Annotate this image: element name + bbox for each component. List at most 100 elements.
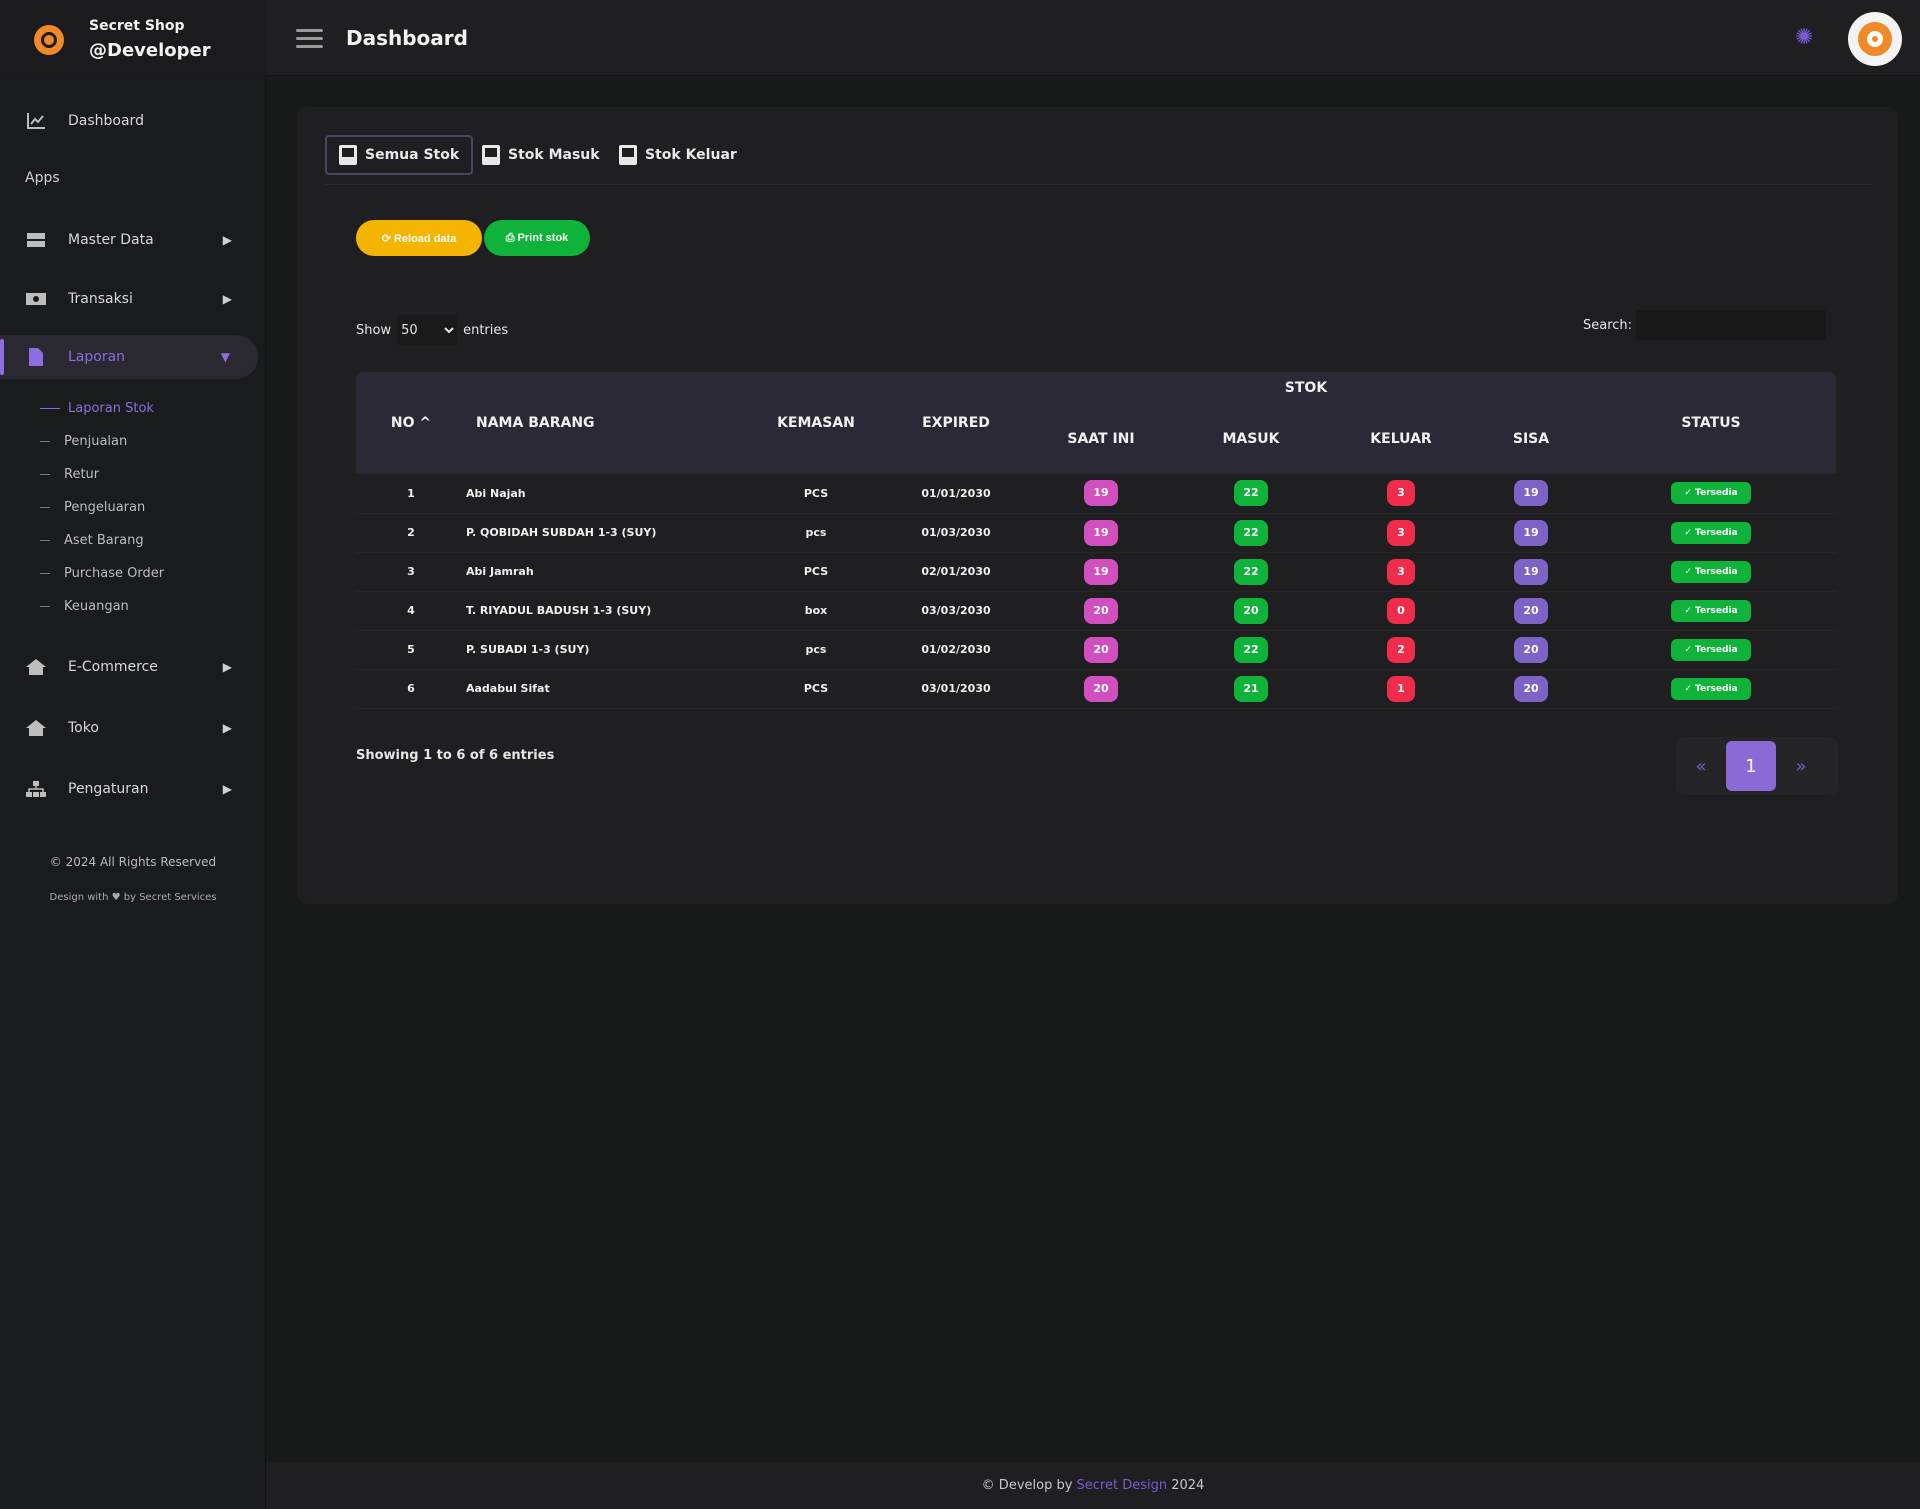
- footer-link[interactable]: Secret Design: [1076, 1478, 1168, 1493]
- badge-sisa: 19: [1514, 480, 1548, 507]
- cell-nama-barang: P. SUBADI 1-3 (SUY): [466, 630, 746, 670]
- print-stock-button[interactable]: ⎙ Print stok: [484, 220, 590, 256]
- sidebar-sub-penjualan[interactable]: Penjualan: [40, 434, 127, 449]
- sidebar-item-dashboard[interactable]: Dashboard: [0, 99, 260, 143]
- tab-stok-masuk[interactable]: Stok Masuk: [470, 135, 612, 175]
- cell-keluar: 3: [1326, 474, 1476, 514]
- sidebar-item-label: Dashboard: [68, 113, 144, 129]
- badge-saat-ini: 19: [1084, 558, 1118, 585]
- cell-nama-barang: Abi Jamrah: [466, 552, 746, 592]
- sidebar-item-ecommerce[interactable]: E-Commerce ▶: [0, 645, 260, 689]
- col-saat-ini[interactable]: SAAT INI: [1026, 404, 1176, 474]
- cell-expired: 02/01/2030: [886, 552, 1026, 592]
- book-icon: [339, 145, 357, 165]
- badge-masuk: 21: [1234, 675, 1268, 702]
- cell-masuk: 21: [1176, 669, 1326, 709]
- sidebar-sub-retur[interactable]: Retur: [40, 467, 99, 482]
- footer: © Develop by Secret Design 2024: [266, 1462, 1920, 1509]
- menu-toggle-icon[interactable]: [296, 29, 323, 48]
- badge-sisa: 20: [1514, 636, 1548, 663]
- cell-status: ✓ Tersedia: [1586, 591, 1836, 631]
- search-control: Search:: [1583, 310, 1827, 340]
- badge-keluar: 3: [1387, 519, 1415, 546]
- cell-saat_ini: 19: [1026, 513, 1176, 553]
- cell-sisa: 20: [1476, 630, 1586, 670]
- col-status[interactable]: STATUS: [1586, 372, 1836, 474]
- badge-sisa: 19: [1514, 519, 1548, 546]
- sidebar-heading: Apps: [25, 170, 60, 186]
- cell-masuk: 20: [1176, 591, 1326, 631]
- cell-expired: 03/01/2030: [886, 669, 1026, 709]
- status-badge: ✓ Tersedia: [1671, 482, 1751, 505]
- status-badge: ✓ Tersedia: [1671, 638, 1751, 661]
- book-icon: [482, 145, 500, 165]
- money-icon: [24, 289, 48, 309]
- cell-saat_ini: 19: [1026, 474, 1176, 514]
- sidebar-item-transaksi[interactable]: Transaksi ▶: [0, 277, 260, 321]
- sidebar-sub-laporan-stok[interactable]: Laporan Stok: [40, 401, 154, 416]
- badge-saat-ini: 19: [1084, 519, 1118, 546]
- table-row: 3 Abi Jamrah PCS 02/01/2030 19 22 3 19 ✓ Tersedi…: [356, 552, 1836, 592]
- col-kemasan[interactable]: KEMASAN: [746, 372, 886, 474]
- cell-sisa: 19: [1476, 552, 1586, 592]
- sidebar-item-label: Pengaturan: [68, 781, 149, 797]
- entries-select[interactable]: 50: [397, 315, 458, 345]
- sidebar-sub-pengeluaran[interactable]: Pengeluaran: [40, 500, 145, 515]
- reload-data-button[interactable]: ⟳ Reload data: [356, 220, 482, 256]
- col-no[interactable]: NO ^: [356, 372, 466, 474]
- sidebar-item-toko[interactable]: Toko ▶: [0, 706, 260, 750]
- file-icon: [24, 347, 48, 367]
- sidebar-copyright: © 2024 All Rights Reserved: [49, 855, 217, 869]
- col-keluar[interactable]: KELUAR: [1326, 404, 1476, 474]
- gear-icon[interactable]: ✺: [1795, 25, 1814, 50]
- status-badge: ✓ Tersedia: [1671, 677, 1751, 700]
- table-row: 2 P. QOBIDAH SUBDAH 1-3 (SUY) pcs 01/03/203…: [356, 513, 1836, 553]
- cell-nama-barang: T. RIYADUL BADUSH 1-3 (SUY): [466, 591, 746, 631]
- tab-stok-keluar[interactable]: Stok Keluar: [607, 135, 749, 175]
- next-page-button[interactable]: »: [1795, 755, 1807, 777]
- col-stok: STOK: [1026, 372, 1586, 404]
- col-expired[interactable]: EXPIRED: [886, 372, 1026, 474]
- caret-down-icon: ▼: [220, 350, 230, 364]
- brand-logo[interactable]: [34, 25, 64, 55]
- brand-area: Secret Shop @Developer: [0, 0, 266, 76]
- search-input[interactable]: [1636, 310, 1827, 340]
- tab-semua-stok[interactable]: Semua Stok: [325, 135, 474, 175]
- cell-no: 3: [356, 552, 466, 592]
- cell-status: ✓ Tersedia: [1586, 513, 1836, 553]
- avatar[interactable]: [1848, 12, 1902, 66]
- brand-name: Secret Shop: [89, 18, 185, 34]
- cell-keluar: 0: [1326, 591, 1476, 631]
- cell-kemasan: PCS: [746, 552, 886, 592]
- sidebar-item-laporan[interactable]: Laporan ▼: [0, 335, 258, 379]
- badge-saat-ini: 19: [1084, 480, 1118, 507]
- sidebar-sub-purchase-order[interactable]: Purchase Order: [40, 566, 164, 581]
- sidebar-item-label: Laporan: [68, 349, 126, 365]
- book-icon: [619, 145, 637, 165]
- badge-sisa: 20: [1514, 675, 1548, 702]
- col-nama-barang[interactable]: NAMA BARANG: [466, 372, 746, 474]
- sidebar-sub-aset-barang[interactable]: Aset Barang: [40, 533, 144, 548]
- cell-keluar: 3: [1326, 513, 1476, 553]
- show-label: Show: [356, 322, 392, 338]
- sidebar-sub-keuangan[interactable]: Keuangan: [40, 599, 129, 614]
- table-row: 1 Abi Najah PCS 01/01/2030 19 22 3 19 ✓ Tersedia: [356, 474, 1836, 514]
- col-masuk[interactable]: MASUK: [1176, 404, 1326, 474]
- page-1-button[interactable]: 1: [1726, 741, 1776, 791]
- sidebar-item-pengaturan[interactable]: Pengaturan ▶: [0, 767, 260, 811]
- cell-masuk: 22: [1176, 552, 1326, 592]
- home-icon: [24, 718, 48, 738]
- cell-sisa: 20: [1476, 669, 1586, 709]
- cell-no: 4: [356, 591, 466, 631]
- cell-status: ✓ Tersedia: [1586, 669, 1836, 709]
- sidebar-item-master-data[interactable]: Master Data ▶: [0, 218, 260, 262]
- status-badge: ✓ Tersedia: [1671, 521, 1751, 544]
- pagination: « 1 »: [1676, 737, 1838, 795]
- prev-page-button[interactable]: «: [1695, 755, 1707, 777]
- cell-status: ✓ Tersedia: [1586, 630, 1836, 670]
- cell-no: 6: [356, 669, 466, 709]
- cell-expired: 03/03/2030: [886, 591, 1026, 631]
- col-sisa[interactable]: SISA: [1476, 404, 1586, 474]
- cell-kemasan: pcs: [746, 630, 886, 670]
- entries-length-control: Show 50 entries: [356, 315, 508, 345]
